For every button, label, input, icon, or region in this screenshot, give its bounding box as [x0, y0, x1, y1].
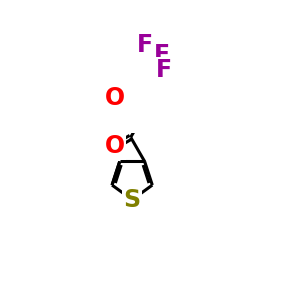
Text: F: F: [153, 43, 170, 67]
Text: F: F: [136, 33, 153, 57]
Text: S: S: [124, 188, 141, 212]
Text: O: O: [105, 86, 125, 110]
Text: O: O: [105, 134, 125, 158]
Text: F: F: [155, 58, 172, 82]
